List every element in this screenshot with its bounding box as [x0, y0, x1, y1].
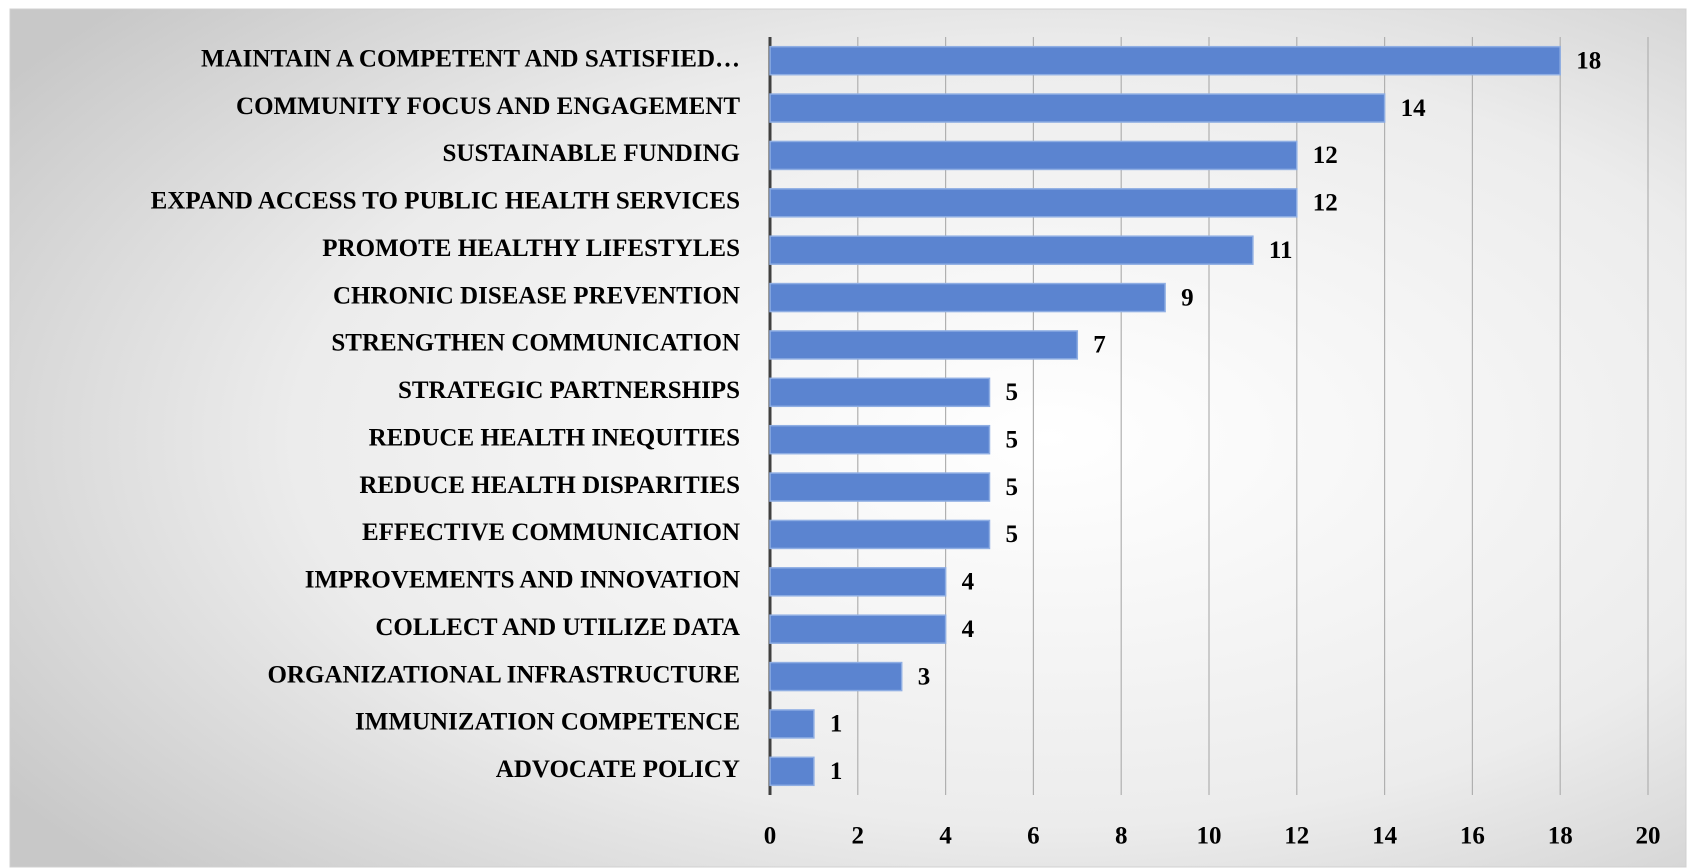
y-tick-label: ORGANIZATIONAL INFRASTRUCTURE — [267, 661, 740, 688]
bar — [769, 93, 1386, 123]
y-tick-label: CHRONIC DISEASE PREVENTION — [333, 282, 740, 309]
y-tick-label: EFFECTIVE COMMUNICATION — [362, 519, 740, 546]
y-tick-label: IMPROVEMENTS AND INNOVATION — [305, 567, 740, 594]
value-label: 1 — [830, 711, 843, 738]
y-tick-label: SUSTAINABLE FUNDING — [442, 140, 740, 167]
value-label: 18 — [1576, 47, 1601, 74]
y-tick-label: REDUCE HEALTH DISPARITIES — [359, 472, 740, 499]
value-label: 12 — [1313, 142, 1338, 169]
y-tick-label: STRENGTHEN COMMUNICATION — [331, 330, 740, 357]
value-label: 5 — [1006, 474, 1019, 501]
bar — [769, 377, 991, 408]
value-label: 5 — [1006, 426, 1019, 453]
y-tick-label: MAINTAIN A COMPETENT AND SATISFIED… — [201, 45, 740, 72]
value-label: 11 — [1269, 237, 1293, 264]
bar — [769, 472, 991, 502]
bar — [769, 424, 991, 455]
value-label: 7 — [1093, 332, 1106, 359]
y-tick-label: ADVOCATE POLICY — [496, 756, 740, 783]
bar — [769, 235, 1254, 265]
y-tick-label: REDUCE HEALTH INEQUITIES — [369, 424, 740, 451]
bar — [769, 45, 1561, 76]
value-label: 4 — [962, 616, 975, 643]
x-tick-label: 20 — [1636, 823, 1661, 850]
x-tick-label: 10 — [1197, 823, 1222, 850]
bar — [769, 756, 815, 787]
x-tick-label: 4 — [939, 823, 952, 850]
y-tick-label: STRATEGIC PARTNERSHIPS — [398, 377, 740, 404]
x-tick-label: 6 — [1027, 823, 1040, 850]
y-tick-label: COLLECT AND UTILIZE DATA — [375, 614, 740, 641]
bar — [769, 614, 947, 644]
value-label: 5 — [1006, 379, 1019, 406]
bar — [769, 330, 1079, 360]
bar — [769, 709, 815, 739]
value-label: 4 — [962, 569, 975, 596]
bar — [769, 282, 1166, 313]
value-label: 14 — [1401, 95, 1427, 122]
y-tick-label: EXPAND ACCESS TO PUBLIC HEALTH SERVICES — [151, 188, 740, 215]
value-label: 5 — [1006, 521, 1019, 548]
x-tick-label: 0 — [764, 823, 777, 850]
y-tick-label: COMMUNITY FOCUS AND ENGAGEMENT — [236, 93, 740, 120]
y-tick-label: PROMOTE HEALTHY LIFESTYLES — [322, 235, 740, 262]
bar — [769, 519, 991, 550]
x-tick-label: 2 — [852, 823, 865, 850]
value-label: 1 — [830, 758, 843, 785]
value-label: 12 — [1313, 190, 1338, 217]
x-tick-label: 14 — [1372, 823, 1398, 850]
value-label: 9 — [1181, 284, 1194, 311]
x-tick-label: 18 — [1548, 823, 1573, 850]
value-label: 3 — [918, 663, 931, 690]
bar — [769, 188, 1298, 218]
x-tick-label: 16 — [1460, 823, 1485, 850]
x-tick-label: 8 — [1115, 823, 1128, 850]
bar — [769, 140, 1298, 171]
x-tick-label: 12 — [1284, 823, 1309, 850]
bar — [769, 661, 903, 692]
bar — [769, 567, 947, 597]
y-tick-label: IMMUNIZATION COMPETENCE — [355, 709, 740, 736]
